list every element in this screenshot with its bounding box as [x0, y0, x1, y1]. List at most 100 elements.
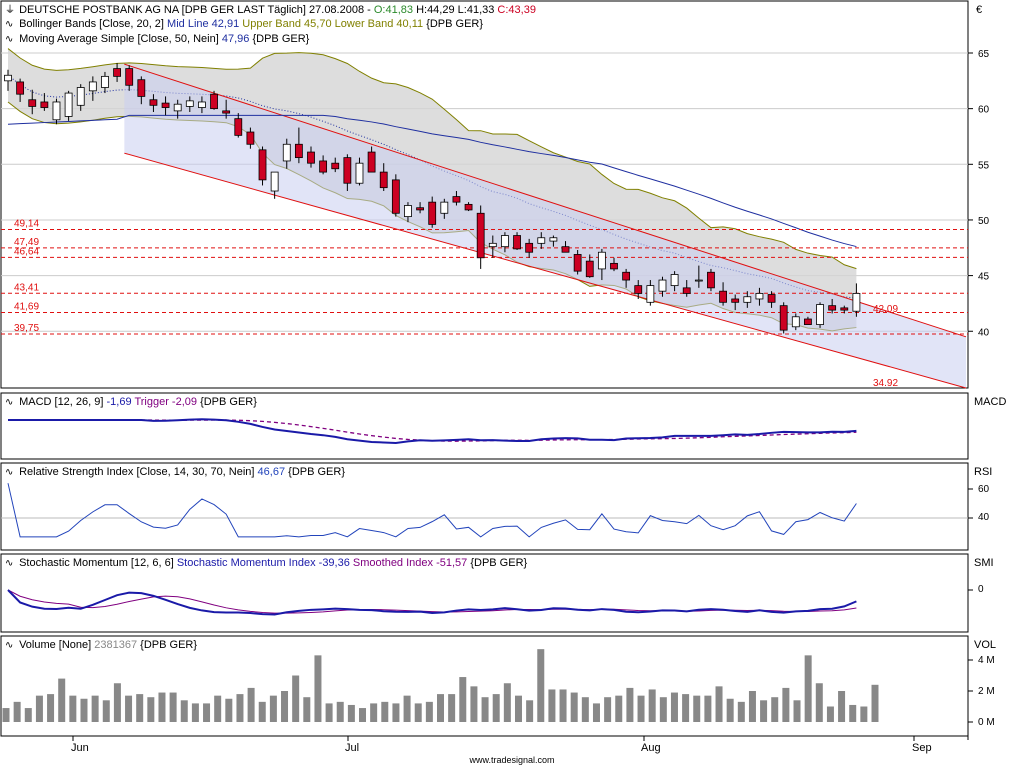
macd-axis-title: MACD	[974, 396, 1007, 408]
volume-bar	[2, 708, 10, 722]
volume-bar	[693, 695, 701, 722]
candle-body	[246, 131, 255, 145]
x-tick-label: Jul	[345, 742, 360, 754]
volume-bar	[726, 698, 734, 722]
volume-bar	[325, 703, 333, 722]
open-value: O:41,83	[373, 4, 413, 16]
price-level-label: 47,49	[14, 237, 39, 248]
line-indicator-icon: ∿	[5, 19, 14, 30]
bollinger-tag: {DPB GER}	[426, 18, 484, 30]
volume-bar	[392, 703, 400, 722]
sma-value: 47,96	[221, 33, 250, 45]
volume-bar	[737, 701, 745, 722]
volume-bar	[225, 698, 233, 722]
candle-body	[125, 68, 134, 86]
volume-value: 2381367	[94, 639, 138, 651]
volume-bar	[125, 695, 133, 722]
rsi-legend: ∿ Relative Strength Index [Close, 14, 30…	[5, 466, 345, 479]
smi-legend: ∿ Stochastic Momentum [12, 6, 6] Stochas…	[5, 557, 527, 570]
candle-body	[440, 201, 449, 214]
macd-trigger: Trigger -2,09	[134, 396, 197, 408]
volume-bar	[548, 689, 556, 722]
macd-tag: {DPB GER}	[200, 396, 257, 408]
price-level-label: 39,75	[14, 323, 39, 334]
candle-body	[682, 287, 691, 294]
candle-body	[52, 101, 61, 121]
volume-bar	[526, 700, 534, 722]
volume-bar	[113, 683, 121, 722]
volume-bar	[503, 683, 511, 722]
candle-body	[101, 75, 109, 88]
volume-bar	[203, 703, 211, 722]
volume-bar	[191, 703, 199, 722]
candle-body	[610, 262, 618, 270]
volume-bar	[247, 687, 255, 722]
candle-body	[464, 203, 473, 211]
candle-body	[294, 143, 303, 159]
volume-bar	[470, 686, 478, 722]
volume-bar	[793, 700, 801, 722]
price-level-label: 49,14	[14, 219, 39, 230]
candle-body	[428, 201, 437, 225]
rsi-value: 46,67	[257, 466, 286, 478]
volume-bar	[58, 678, 66, 722]
line-indicator-icon: ∿	[5, 34, 14, 45]
candle-body	[76, 87, 85, 106]
sma-line	[7, 114, 857, 248]
volume-bar	[849, 704, 857, 722]
candle-body	[852, 293, 861, 312]
rsi-line	[7, 483, 857, 538]
candle-body	[658, 279, 667, 292]
candle-body	[149, 99, 158, 106]
volume-bar	[381, 701, 389, 722]
candle-body	[270, 171, 279, 192]
candle-body	[282, 143, 291, 162]
volume-bar	[537, 649, 545, 722]
volume-bar	[136, 694, 144, 722]
candle-body	[4, 74, 12, 82]
volume-axis-title: VOL	[974, 639, 997, 651]
volume-bar	[437, 694, 444, 722]
bollinger-mid: Mid Line 42,91	[167, 18, 240, 30]
low-value: L:41,33	[457, 4, 495, 16]
volume-bar	[626, 687, 634, 722]
smi-smoothed: Smoothed Index -51,57	[352, 557, 468, 569]
volume-bar	[682, 694, 690, 722]
candle-body	[791, 316, 800, 328]
volume-bar	[24, 708, 32, 722]
volume-bar	[637, 695, 645, 722]
candle-body	[343, 157, 352, 184]
candle-body	[755, 293, 764, 300]
volume-bar	[481, 697, 489, 722]
rsi-tag: {DPB GER}	[288, 466, 345, 478]
bollinger-upper-line	[7, 48, 857, 270]
volume-bar	[782, 687, 790, 722]
volume-bar	[347, 704, 355, 722]
candle-body	[779, 305, 788, 331]
volume-bar	[425, 701, 433, 722]
volume-bar	[314, 655, 322, 722]
volume-tick: 4 M	[978, 655, 995, 666]
candle-body	[561, 246, 570, 253]
volume-bar	[760, 700, 768, 722]
volume-bar	[804, 655, 812, 722]
candle-body	[222, 110, 231, 114]
candle-body	[525, 242, 534, 253]
smi-index: Stochastic Momentum Index -39,36	[176, 557, 350, 569]
candle-body	[319, 160, 328, 173]
volume-bar	[158, 692, 166, 722]
main-title: DEUTSCHE POSTBANK AG NA [DPB GER LAST Tä…	[19, 4, 374, 16]
volume-bar	[592, 703, 600, 722]
candle-body	[585, 260, 594, 278]
volume-bar	[648, 689, 656, 722]
volume-tick: 2 M	[978, 686, 995, 697]
volume-bar	[303, 697, 311, 722]
smi-axis-title: SMI	[974, 557, 994, 569]
candle-body	[840, 307, 849, 311]
volume-bar	[604, 697, 612, 722]
volume-bar	[514, 695, 522, 722]
indicator-icon: ⏚	[5, 5, 15, 16]
high-value: H:44,29	[416, 4, 455, 16]
bollinger-name: Bollinger Bands [Close, 20, 2]	[19, 18, 164, 30]
volume-bar	[871, 684, 879, 722]
